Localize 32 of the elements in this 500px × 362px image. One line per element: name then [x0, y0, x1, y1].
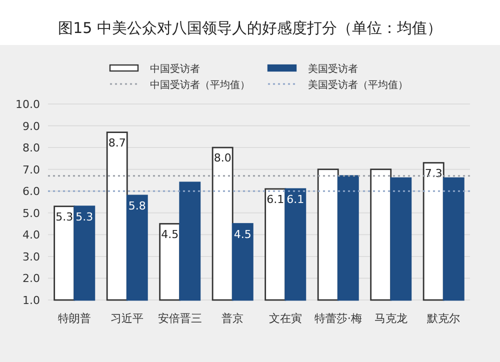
x-tick-label: 特朗普: [58, 312, 91, 325]
y-tick-label: 10.0: [16, 98, 40, 111]
y-tick-label: 7.0: [22, 163, 40, 176]
y-tick-label: 5.0: [22, 206, 40, 220]
chart-title: 图15 中美公众对八国领导人的好感度打分（单位：均值）: [58, 19, 442, 37]
y-tick-label: 8.0: [22, 142, 40, 155]
data-label: 4.5: [234, 228, 252, 241]
data-label: 5.8: [128, 199, 146, 212]
y-tick-label: 9.0: [22, 120, 40, 133]
y-tick-label: 3.0: [22, 250, 40, 264]
data-label: 4.5: [161, 228, 179, 241]
legend-label: 美国受访者（平均值）: [308, 79, 408, 91]
legend-label: 美国受访者: [308, 63, 358, 75]
y-tick-label: 2.0: [22, 272, 40, 286]
x-tick-label: 习近平: [110, 312, 144, 325]
y-tick-label: 1.0: [22, 294, 40, 307]
data-label: 6.1: [266, 192, 284, 206]
x-tick-label: 默克尔: [426, 312, 460, 325]
y-tick-label: 6.0: [22, 185, 40, 198]
x-tick-label: 马克龙: [374, 312, 408, 325]
y-tick-label: 4.0: [22, 228, 40, 242]
data-label: 6.1: [286, 192, 304, 206]
data-label: 8.0: [214, 152, 232, 165]
x-tick-label: 特蕾莎·梅: [314, 312, 362, 325]
data-label: 8.7: [108, 136, 126, 150]
x-tick-label: 文在寅: [268, 312, 302, 325]
x-tick-label: 安倍晋三: [158, 312, 202, 325]
legend-label: 中国受访者（平均值）: [150, 79, 250, 91]
data-label: 5.3: [76, 210, 94, 224]
x-tick-label: 普京: [222, 312, 244, 325]
legend-label: 中国受访者: [150, 63, 200, 75]
data-label: 5.3: [56, 210, 74, 224]
